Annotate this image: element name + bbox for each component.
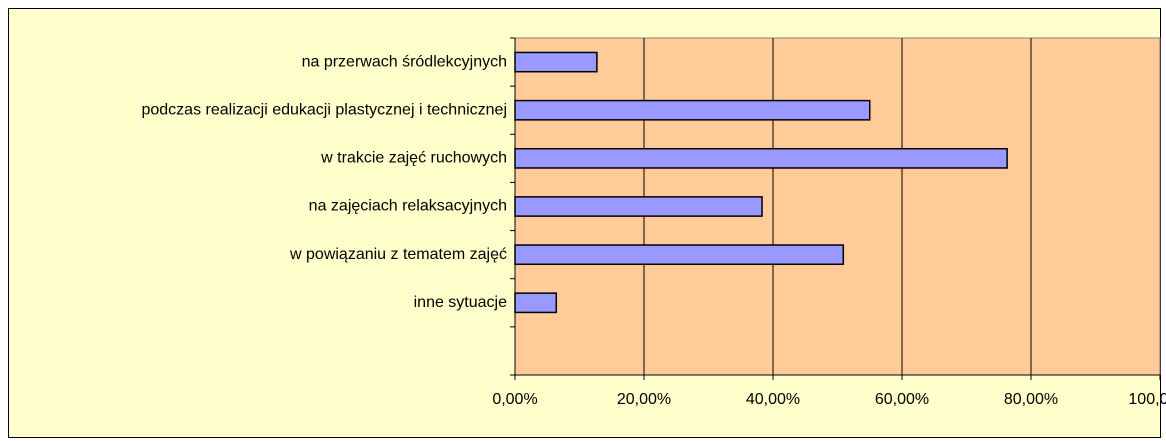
y-tick-label: podczas realizacji edukacji plastycznej … xyxy=(141,101,507,118)
bar xyxy=(514,244,845,266)
y-tick-label: w powiązaniu z tematem zajęć xyxy=(289,246,507,263)
x-tick-label: 0,00% xyxy=(492,391,537,408)
x-tick-label: 80,00% xyxy=(1004,391,1058,408)
y-tick-label: inne sytuacje xyxy=(414,294,507,311)
bar xyxy=(514,99,871,121)
y-tick-label: w trakcie zajęć ruchowych xyxy=(320,150,507,167)
bar xyxy=(514,196,763,217)
x-tick-label: 60,00% xyxy=(875,391,929,408)
bar xyxy=(514,147,1008,169)
bar xyxy=(514,292,558,314)
x-tick-label: 100,00% xyxy=(1128,391,1166,408)
bar xyxy=(514,51,598,73)
x-tick-label: 20,00% xyxy=(617,391,671,408)
x-tick-label: 40,00% xyxy=(746,391,800,408)
y-tick-label: na zajęciach relaksacyjnych xyxy=(309,198,507,215)
y-tick-label: na przerwach śródlekcyjnych xyxy=(302,53,507,70)
